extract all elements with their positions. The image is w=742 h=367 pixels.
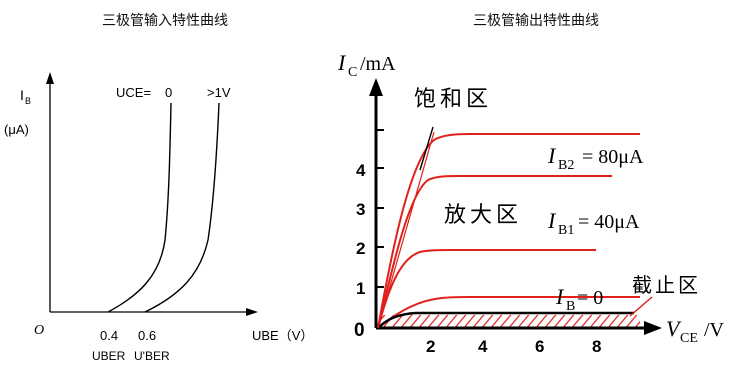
ib1-label-symbol: I xyxy=(547,208,557,233)
ib2-label-value: = 80μA xyxy=(582,146,644,168)
output-y-tick-1: 1 xyxy=(356,279,365,298)
input-y-axis-unit: (μA) xyxy=(4,122,29,137)
input-y-axis-subscript: B xyxy=(25,96,31,106)
input-x-tick-name-uber: UBER xyxy=(92,349,126,363)
input-curve-label-gt1v: >1V xyxy=(207,85,231,100)
output-curve-top xyxy=(377,133,640,329)
output-y-tick-4: 4 xyxy=(356,161,366,180)
ib1-label-sub: B1 xyxy=(558,223,574,238)
saturation-boundary-line xyxy=(377,131,435,329)
input-curve-label-0: 0 xyxy=(165,85,172,100)
output-y-axis-arrow xyxy=(369,78,383,96)
ib0-label-value: = 0 xyxy=(577,287,603,309)
output-y-axis-subscript: C xyxy=(348,65,357,80)
output-x-axis-symbol: V xyxy=(666,316,682,341)
output-x-axis-arrow xyxy=(644,321,662,335)
input-curve-uce-gt1v xyxy=(144,102,220,313)
output-chart-title: 三极管输出特性曲线 xyxy=(473,13,599,29)
output-y-tick-2: 2 xyxy=(356,239,365,258)
ib1-label-value: = 40μA xyxy=(578,211,640,233)
output-x-tick-2: 2 xyxy=(426,337,435,356)
output-y-axis-unit: /mA xyxy=(360,53,396,75)
input-characteristic-chart: I B (μA) UCE= 0 >1V O 0.4 0.6 UBER U'BER… xyxy=(4,72,313,363)
output-y-tick-0: 0 xyxy=(354,320,365,341)
saturation-pointer xyxy=(419,126,434,171)
input-y-axis-arrow xyxy=(46,72,54,84)
input-curve-prefix-uce: UCE= xyxy=(116,85,151,100)
output-x-tick-8: 8 xyxy=(592,337,601,356)
cutoff-pointer xyxy=(629,296,653,317)
input-chart-title: 三极管输入特性曲线 xyxy=(102,13,228,29)
output-curve-ib-0 xyxy=(377,311,634,329)
input-x-tick-0.6: 0.6 xyxy=(138,328,156,343)
input-x-tick-name-uber-prime: U'BER xyxy=(134,349,170,363)
saturation-region-label: 饱和区 xyxy=(414,86,492,111)
output-characteristic-panel: 三极管输出特性曲线 I C /mA 0 1 2 3 4 2 4 6 8 xyxy=(330,0,742,367)
ib0-label-symbol: I xyxy=(555,284,565,309)
ib2-label-symbol: I xyxy=(547,143,557,168)
output-x-axis-unit: /V xyxy=(704,319,725,341)
ib2-label-sub: B2 xyxy=(558,158,574,173)
output-x-axis-subscript: CE xyxy=(680,331,698,346)
input-curve-uce-0 xyxy=(107,102,172,313)
ib0-label-sub: B xyxy=(566,299,575,314)
output-y-tick-3: 3 xyxy=(356,200,365,219)
input-x-axis-label: UBE（V） xyxy=(252,328,313,343)
input-x-axis-arrow xyxy=(246,308,258,316)
output-y-axis-symbol: I xyxy=(337,50,347,75)
cutoff-region-hatch xyxy=(378,315,640,327)
input-x-tick-0.4: 0.4 xyxy=(100,328,118,343)
output-x-tick-6: 6 xyxy=(535,337,544,356)
input-y-axis-symbol: I xyxy=(20,87,24,103)
output-characteristic-chart: I C /mA 0 1 2 3 4 2 4 6 8 V CE /V xyxy=(337,50,725,356)
input-origin-label: O xyxy=(34,323,44,338)
output-curve-mid-low xyxy=(377,296,640,329)
cutoff-region-label: 截止区 xyxy=(632,274,701,297)
output-curve-ib2-80ua xyxy=(377,175,612,329)
output-x-tick-4: 4 xyxy=(478,337,488,356)
amplification-region-label: 放大区 xyxy=(444,202,522,227)
input-characteristic-panel: 三极管输入特性曲线 I B (μA) UCE= 0 >1V O 0.4 0.6 … xyxy=(0,0,330,367)
